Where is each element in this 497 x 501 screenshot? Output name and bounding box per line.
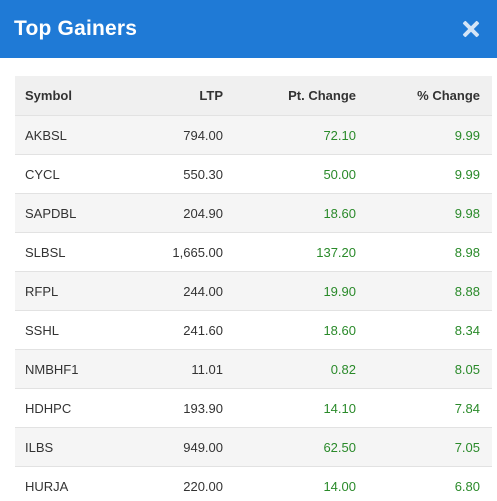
cell-ltp: 193.90 <box>135 388 223 428</box>
cell-ltp: 794.00 <box>135 115 223 155</box>
cell-symbol[interactable]: AKBSL <box>15 115 135 155</box>
cell-symbol[interactable]: CYCL <box>15 154 135 194</box>
cell-ltp: 1,665.00 <box>135 232 223 272</box>
cell-pt-change: 0.82 <box>223 349 356 389</box>
cell-pct-change: 9.98 <box>356 193 492 233</box>
column-header-pct-change[interactable]: % Change <box>356 76 492 116</box>
table-row[interactable]: ILBS 949.00 62.50 7.05 <box>15 427 492 467</box>
column-header-symbol[interactable]: Symbol <box>15 76 135 116</box>
close-icon[interactable] <box>461 19 481 39</box>
cell-symbol[interactable]: SAPDBL <box>15 193 135 233</box>
cell-pct-change: 9.99 <box>356 115 492 155</box>
cell-pt-change: 18.60 <box>223 310 356 350</box>
table-row[interactable]: HURJA 220.00 14.00 6.80 <box>15 466 492 501</box>
table-row[interactable]: SAPDBL 204.90 18.60 9.98 <box>15 193 492 233</box>
modal-title: Top Gainers <box>14 17 138 40</box>
cell-pt-change: 14.00 <box>223 466 356 501</box>
table-row[interactable]: SLBSL 1,665.00 137.20 8.98 <box>15 232 492 272</box>
cell-pct-change: 8.34 <box>356 310 492 350</box>
cell-pct-change: 6.80 <box>356 466 492 501</box>
cell-symbol[interactable]: HDHPC <box>15 388 135 428</box>
cell-ltp: 241.60 <box>135 310 223 350</box>
cell-pct-change: 7.84 <box>356 388 492 428</box>
cell-pct-change: 8.88 <box>356 271 492 311</box>
table-row[interactable]: HDHPC 193.90 14.10 7.84 <box>15 388 492 428</box>
modal-header: Top Gainers <box>0 0 497 58</box>
cell-ltp: 244.00 <box>135 271 223 311</box>
column-header-pt-change[interactable]: Pt. Change <box>223 76 356 116</box>
cell-pct-change: 8.05 <box>356 349 492 389</box>
table-row[interactable]: SSHL 241.60 18.60 8.34 <box>15 310 492 350</box>
cell-symbol[interactable]: NMBHF1 <box>15 349 135 389</box>
cell-ltp: 949.00 <box>135 427 223 467</box>
gainers-table-container: Symbol LTP Pt. Change % Change AKBSL 794… <box>15 76 492 501</box>
table-header-row: Symbol LTP Pt. Change % Change <box>15 76 492 116</box>
cell-pt-change: 18.60 <box>223 193 356 233</box>
cell-pct-change: 7.05 <box>356 427 492 467</box>
cell-pct-change: 8.98 <box>356 232 492 272</box>
cell-ltp: 550.30 <box>135 154 223 194</box>
cell-symbol[interactable]: SLBSL <box>15 232 135 272</box>
cell-pct-change: 9.99 <box>356 154 492 194</box>
cell-symbol[interactable]: HURJA <box>15 466 135 501</box>
table-row[interactable]: CYCL 550.30 50.00 9.99 <box>15 154 492 194</box>
gainers-table: Symbol LTP Pt. Change % Change AKBSL 794… <box>15 76 492 501</box>
cell-pt-change: 62.50 <box>223 427 356 467</box>
cell-pt-change: 19.90 <box>223 271 356 311</box>
table-row[interactable]: RFPL 244.00 19.90 8.88 <box>15 271 492 311</box>
table-row[interactable]: AKBSL 794.00 72.10 9.99 <box>15 115 492 155</box>
column-header-ltp[interactable]: LTP <box>135 76 223 116</box>
cell-pt-change: 50.00 <box>223 154 356 194</box>
cell-symbol[interactable]: RFPL <box>15 271 135 311</box>
cell-pt-change: 72.10 <box>223 115 356 155</box>
cell-ltp: 11.01 <box>135 349 223 389</box>
cell-ltp: 220.00 <box>135 466 223 501</box>
cell-symbol[interactable]: SSHL <box>15 310 135 350</box>
cell-pt-change: 14.10 <box>223 388 356 428</box>
table-row[interactable]: NMBHF1 11.01 0.82 8.05 <box>15 349 492 389</box>
cell-symbol[interactable]: ILBS <box>15 427 135 467</box>
cell-ltp: 204.90 <box>135 193 223 233</box>
cell-pt-change: 137.20 <box>223 232 356 272</box>
